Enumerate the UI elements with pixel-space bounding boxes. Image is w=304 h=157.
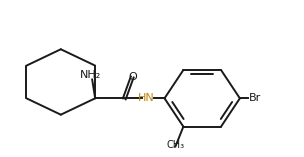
Text: HN: HN xyxy=(138,93,155,103)
Text: NH₂: NH₂ xyxy=(80,70,101,80)
Text: O: O xyxy=(128,72,137,82)
Text: Br: Br xyxy=(249,93,261,103)
Text: CH₃: CH₃ xyxy=(166,141,185,150)
